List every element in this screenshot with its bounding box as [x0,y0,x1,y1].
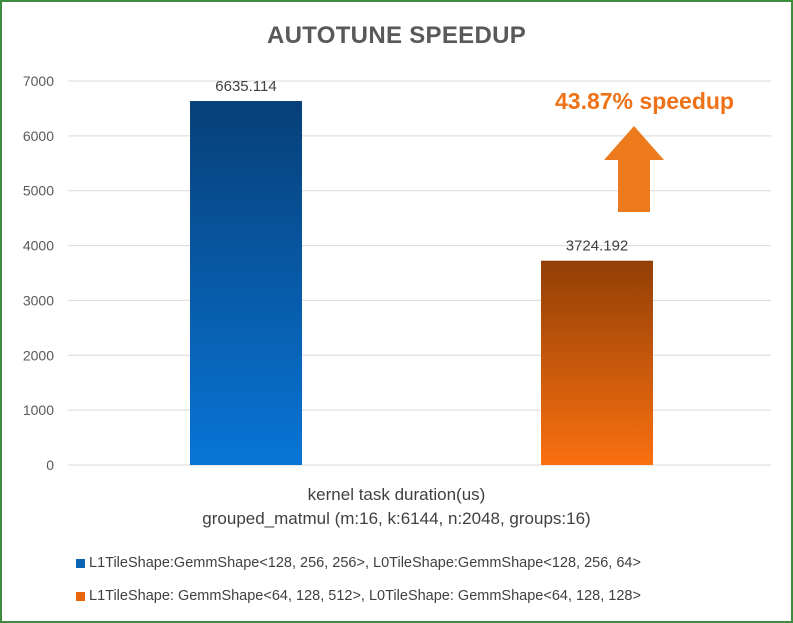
x-axis-label-line-2: grouped_matmul (m:16, k:6144, n:2048, gr… [202,509,591,528]
y-tick-label: 3000 [23,292,54,308]
y-tick-label: 6000 [23,128,54,144]
legend-swatch-series-2 [76,591,85,601]
y-tick-label: 7000 [23,73,54,89]
chart-title: AUTOTUNE SPEEDUP [266,22,527,49]
legend-item-series-2: L1TileShape: GemmShape<64, 128, 512>, L0… [76,588,641,604]
legend-label-series-2: L1TileShape: GemmShape<64, 128, 512>, L0… [89,588,641,604]
legend-item-series-1: L1TileShape:GemmShape<128, 256, 256>, L0… [76,555,641,571]
speedup-annotation: 43.87% speedup [555,88,734,114]
y-tick-label: 4000 [23,238,54,254]
data-label-series-1: 6635.114 [215,78,276,95]
x-axis-label-line-1: kernel task duration(us) [307,485,486,504]
bar-series-1 [190,101,302,465]
y-tick-label: 1000 [23,402,54,418]
y-tick-label: 2000 [23,347,54,363]
bar-series-2 [541,260,653,465]
speedup-arrow-icon [604,126,664,212]
legend-label-series-1: L1TileShape:GemmShape<128, 256, 256>, L0… [89,555,641,571]
y-tick-label: 5000 [23,183,54,199]
data-label-series-2: 3724.192 [566,238,629,255]
legend-swatch-series-1 [76,558,85,568]
y-tick-label: 0 [46,457,54,473]
